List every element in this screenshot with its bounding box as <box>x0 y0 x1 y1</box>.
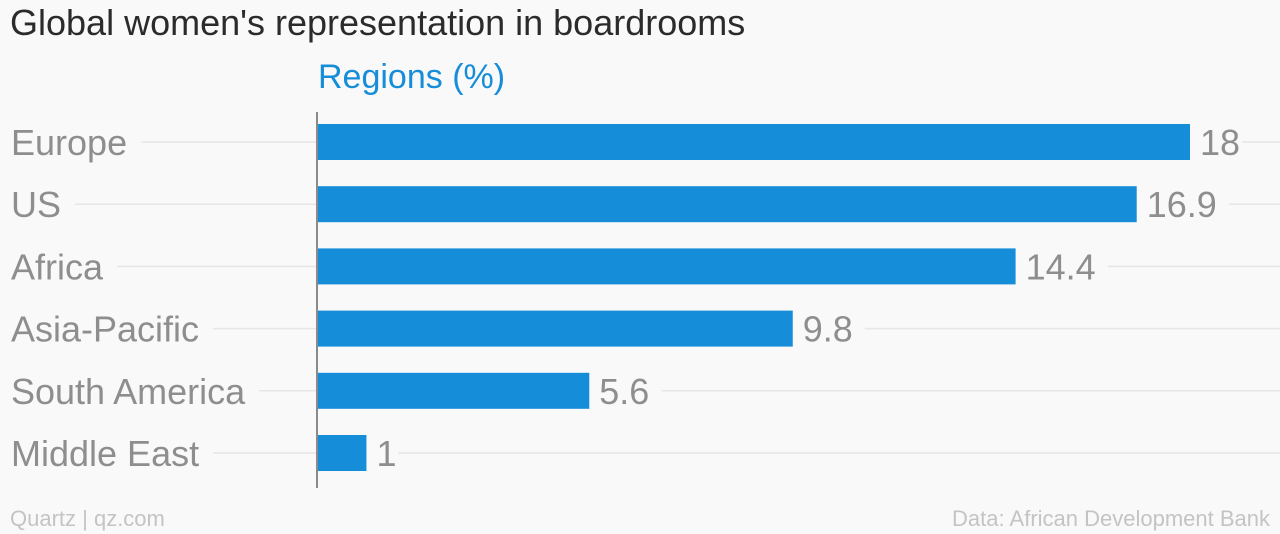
value-label-backdrop <box>1015 250 1108 283</box>
category-label: Europe <box>11 122 127 163</box>
chart-title: Global women's representation in boardro… <box>10 2 746 43</box>
value-label: 14.4 <box>1026 246 1096 287</box>
category-label: US <box>11 184 61 225</box>
value-label-backdrop <box>1136 188 1229 221</box>
category-label: Asia-Pacific <box>11 309 199 350</box>
value-label: 18 <box>1200 122 1240 163</box>
bar <box>318 310 793 347</box>
bar <box>318 124 1190 160</box>
value-label-backdrop <box>366 437 399 469</box>
footer-credit: Quartz | qz.com <box>10 506 165 531</box>
category-label: Middle East <box>11 433 199 474</box>
value-label: 16.9 <box>1147 184 1217 225</box>
value-label: 5.6 <box>599 371 649 412</box>
category-label: South America <box>11 371 246 412</box>
bar <box>318 186 1137 223</box>
value-label-backdrop <box>1190 126 1242 158</box>
value-label-backdrop <box>589 374 662 407</box>
legend-series-label: Regions (%) <box>318 58 506 96</box>
footer-data-source: Data: African Development Bank <box>952 506 1270 531</box>
bar <box>318 248 1016 285</box>
value-label-backdrop <box>792 312 865 345</box>
value-label: 9.8 <box>803 309 853 350</box>
bar <box>318 372 590 409</box>
category-label: Africa <box>11 246 104 287</box>
value-label: 1 <box>376 433 396 474</box>
bar <box>318 435 367 471</box>
